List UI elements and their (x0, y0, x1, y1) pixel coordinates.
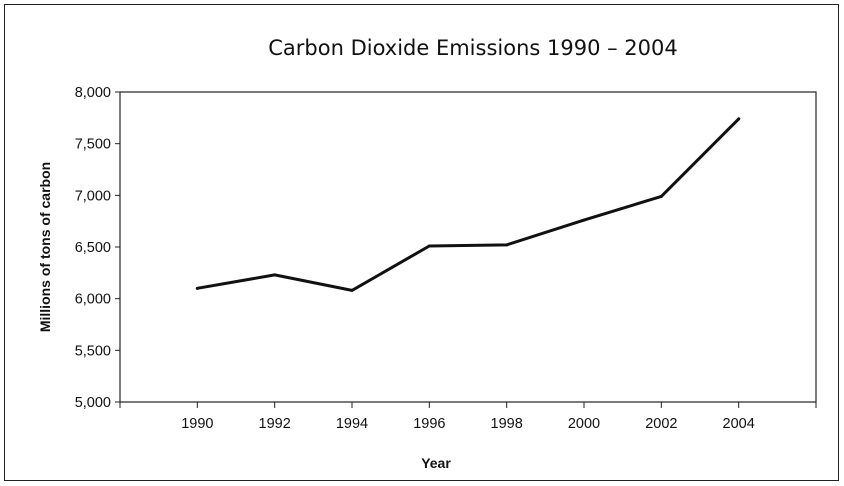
x-axis: 1990 1992 1994 1996 1998 2000 2002 2004 (119, 402, 817, 432)
y-tick-label: 6,500 (75, 240, 111, 256)
y-tick-label: 8,000 (75, 85, 111, 101)
data-point (505, 243, 509, 247)
chart-title: Carbon Dioxide Emissions 1990 – 2004 (268, 36, 678, 60)
x-tick-label: 1998 (491, 416, 523, 432)
y-axis-label: Millions of tons of carbon (37, 162, 53, 332)
y-tick-label: 5,500 (75, 343, 111, 359)
x-tick-label: 2004 (723, 416, 755, 432)
x-tick-label: 1992 (259, 416, 291, 432)
data-point (195, 286, 199, 290)
y-tick-label: 6,000 (75, 292, 111, 308)
plot-area (119, 91, 817, 403)
data-point (273, 273, 277, 277)
x-tick-label: 1996 (413, 416, 445, 432)
series-group (195, 117, 741, 292)
y-tick-label: 7,000 (75, 188, 111, 204)
x-tick-label: 2002 (645, 416, 677, 432)
data-point (737, 117, 741, 121)
data-point (350, 288, 354, 292)
x-tick-label: 2000 (568, 416, 600, 432)
x-tick-label: 1994 (336, 416, 368, 432)
y-axis: 5,000 5,500 6,000 6,500 7,000 7,500 8,000 (75, 85, 120, 411)
data-point (659, 194, 663, 198)
y-tick-label: 7,500 (75, 137, 111, 153)
series-line (195, 117, 741, 292)
x-axis-label: Year (421, 455, 451, 471)
data-point (427, 244, 431, 248)
y-tick-label: 5,000 (75, 395, 111, 411)
data-point (582, 218, 586, 222)
x-tick-label: 1990 (181, 416, 213, 432)
